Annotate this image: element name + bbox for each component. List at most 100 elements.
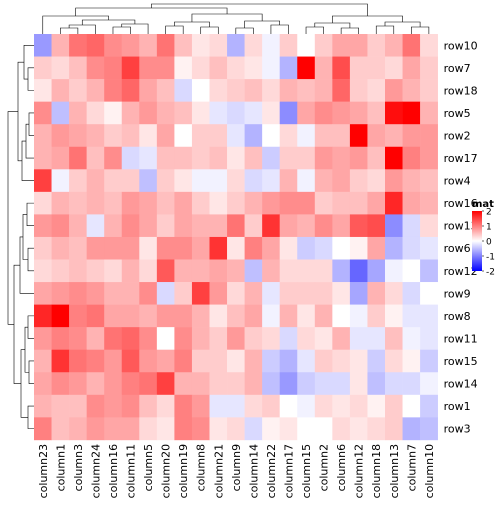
heatmap-cell [279, 169, 298, 193]
heatmap-cell [297, 282, 316, 305]
heatmap-cell [51, 56, 70, 80]
column-label: column23 [37, 444, 50, 499]
column-label: column13 [388, 444, 401, 499]
heatmap-cell [191, 169, 210, 193]
heatmap-cell [139, 394, 158, 418]
column-dendrogram [42, 3, 430, 34]
row-label: row13 [444, 220, 478, 233]
heatmap-cell [156, 236, 175, 260]
heatmap-cell [209, 282, 228, 305]
heatmap-cell [367, 146, 386, 170]
heatmap-cell [156, 101, 175, 125]
heatmap-cell [385, 282, 403, 305]
heatmap-cell [121, 372, 140, 396]
heatmap-cell [262, 146, 280, 170]
heatmap-cell [51, 34, 70, 57]
heatmap-cell [227, 146, 245, 170]
heatmap-cell [279, 34, 298, 57]
heatmap-cell [139, 79, 158, 102]
heatmap-cell [209, 236, 228, 260]
heatmap-cell [156, 169, 175, 193]
legend-tick-label: 0 [486, 238, 492, 248]
heatmap-cell [367, 259, 386, 283]
dendrogram-branch [411, 26, 430, 34]
column-label: column6 [335, 444, 348, 492]
heatmap-cell [349, 146, 368, 170]
heatmap-cell [69, 191, 87, 215]
heatmap-cell [244, 124, 263, 148]
dendrogram-branch [7, 111, 18, 325]
heatmap-cell [51, 372, 70, 396]
heatmap-cell [297, 417, 316, 441]
heatmap-cell [174, 327, 193, 350]
row-label: row14 [444, 378, 478, 391]
heatmap-cell [420, 191, 438, 215]
heatmap-cell [420, 124, 438, 148]
heatmap-cell [209, 349, 228, 373]
heatmap-cell [402, 304, 421, 328]
heatmap-cell [332, 169, 351, 193]
heatmap-cell [367, 191, 386, 215]
heatmap-cell [262, 236, 280, 260]
heatmap-cell [332, 236, 351, 260]
heatmap-cell [385, 349, 403, 373]
heatmap-cell [385, 169, 403, 193]
heatmap-cell [69, 394, 87, 418]
column-label: column19 [177, 444, 190, 499]
heatmap-cell [420, 259, 438, 283]
dendrogram-branch [21, 140, 34, 181]
heatmap-cell [314, 327, 333, 350]
heatmap-cell [349, 327, 368, 350]
heatmap-cell [69, 417, 87, 441]
heatmap-cell [156, 304, 175, 328]
heatmap-cell [139, 169, 158, 193]
heatmap-cell [367, 394, 386, 418]
heatmap-cell [86, 56, 105, 80]
heatmap-cell [174, 214, 193, 238]
heatmap-cell [191, 304, 210, 328]
heatmap-cell [420, 394, 438, 418]
heatmap-cell [121, 236, 140, 260]
legend-ticks: 2 1 0 -1 -2 [482, 208, 495, 278]
dendrogram-branch [23, 44, 34, 80]
heatmap-cell [385, 372, 403, 396]
heatmap-cell [420, 349, 438, 373]
heatmap-cell [139, 349, 158, 373]
heatmap-cell [314, 169, 333, 193]
heatmap-cell [174, 304, 193, 328]
column-label: column14 [247, 444, 260, 499]
heatmap-cell [51, 191, 70, 215]
legend-color-bar [472, 211, 482, 271]
heatmap-cell [262, 372, 280, 396]
heatmap-cell [244, 56, 263, 80]
heatmap-cell [174, 191, 193, 215]
dendrogram-branch [270, 24, 289, 34]
heatmap-cell [297, 327, 316, 350]
heatmap-cell [209, 372, 228, 396]
heatmap-cell [262, 349, 280, 373]
heatmap-cell [69, 169, 87, 193]
column-label: column21 [212, 444, 225, 499]
column-label: column1 [54, 444, 67, 492]
heatmap-cell [156, 124, 175, 148]
heatmap-cell [367, 124, 386, 148]
heatmap-cell [332, 349, 351, 373]
heatmap-cell [86, 327, 105, 350]
heatmap-cell [385, 101, 403, 125]
heatmap-cell [314, 417, 333, 441]
heatmap-cell [367, 372, 386, 396]
heatmap-cell [349, 56, 368, 80]
heatmap-cell [34, 304, 52, 328]
heatmap-cell [314, 282, 333, 305]
heatmap-cell [174, 124, 193, 148]
heatmap-cell [51, 394, 70, 418]
heatmap-cell [191, 191, 210, 215]
column-label: column3 [72, 444, 85, 492]
heatmap-cell [367, 304, 386, 328]
column-label: column2 [318, 444, 331, 492]
heatmap-cell [209, 259, 228, 283]
heatmap-cell [34, 34, 52, 57]
heatmap-cell [244, 282, 263, 305]
heatmap-cell [385, 259, 403, 283]
